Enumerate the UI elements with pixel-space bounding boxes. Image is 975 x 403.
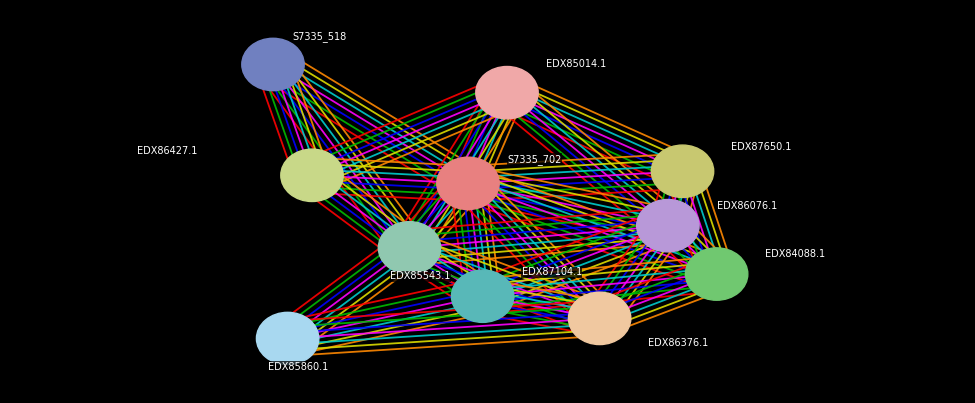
Ellipse shape [685,248,748,300]
Ellipse shape [651,145,714,197]
Text: EDX86376.1: EDX86376.1 [648,338,709,347]
Text: EDX87650.1: EDX87650.1 [731,142,792,152]
Text: S7335_518: S7335_518 [292,31,347,42]
Text: EDX85543.1: EDX85543.1 [390,271,450,281]
Ellipse shape [637,199,699,252]
Text: EDX85014.1: EDX85014.1 [546,60,606,69]
Text: EDX86427.1: EDX86427.1 [136,146,197,156]
Ellipse shape [256,312,319,365]
Ellipse shape [451,270,514,322]
Ellipse shape [242,38,304,91]
Text: EDX84088.1: EDX84088.1 [765,249,826,259]
Ellipse shape [476,66,538,119]
Ellipse shape [281,149,343,202]
Ellipse shape [378,222,441,274]
Text: EDX85860.1: EDX85860.1 [268,362,329,372]
Text: S7335_702: S7335_702 [507,154,562,165]
Ellipse shape [437,157,499,210]
Ellipse shape [568,292,631,345]
Text: EDX86076.1: EDX86076.1 [717,201,777,210]
Text: EDX87104.1: EDX87104.1 [522,267,582,277]
